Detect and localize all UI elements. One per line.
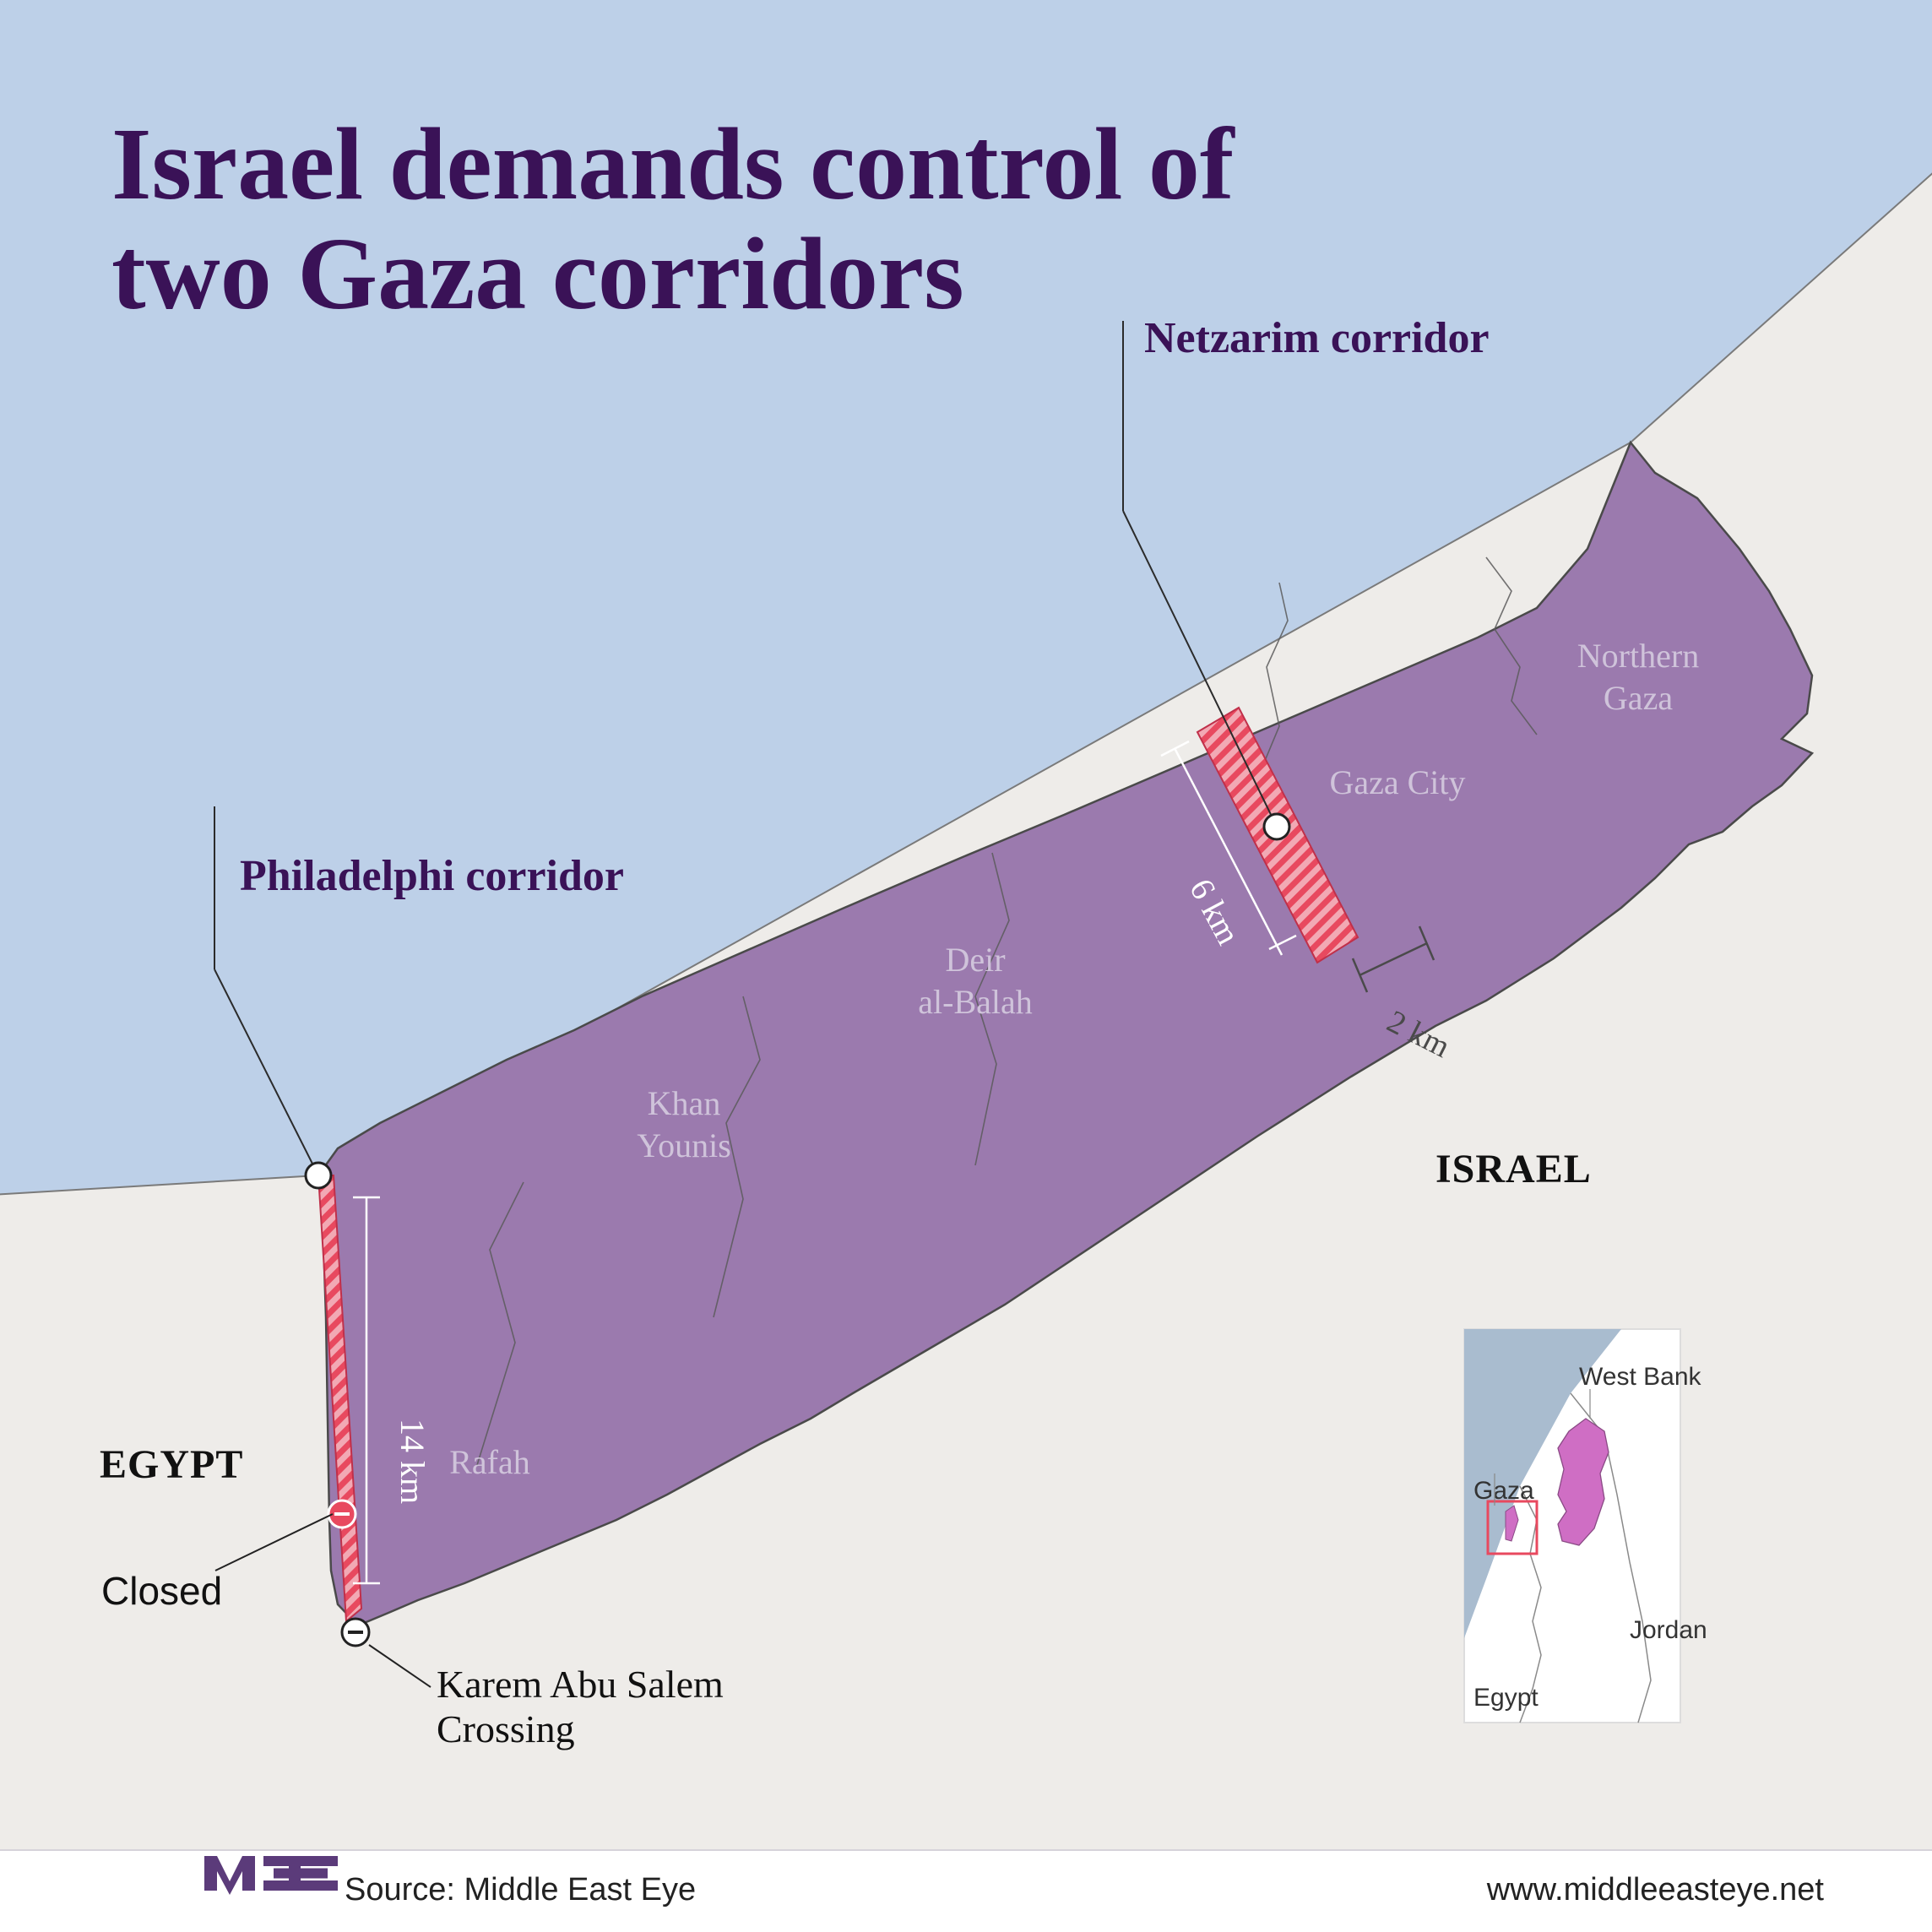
svg-text:Source: Middle East Eye: Source: Middle East Eye [345,1872,696,1908]
svg-text:Israel demands control of: Israel demands control of [111,107,1235,221]
svg-text:Gaza: Gaza [1604,679,1673,717]
svg-text:EGYPT: EGYPT [100,1442,243,1487]
svg-text:two Gaza corridors: two Gaza corridors [111,217,964,331]
svg-text:al-Balah: al-Balah [918,983,1033,1021]
svg-text:Khan: Khan [648,1084,721,1122]
svg-text:Gaza City: Gaza City [1329,763,1465,801]
svg-text:ISRAEL: ISRAEL [1435,1147,1592,1191]
svg-text:Deir: Deir [945,941,1005,979]
svg-text:Jordan: Jordan [1630,1616,1707,1644]
svg-text:Gaza: Gaza [1473,1477,1534,1505]
svg-text:Crossing: Crossing [437,1707,575,1750]
svg-text:Philadelphi corridor: Philadelphi corridor [240,852,624,900]
svg-text:Closed: Closed [101,1569,222,1613]
svg-text:West Bank: West Bank [1579,1363,1702,1391]
svg-text:Egypt: Egypt [1473,1684,1539,1712]
svg-text:Netzarim corridor: Netzarim corridor [1144,314,1490,362]
svg-text:www.middleeasteye.net: www.middleeasteye.net [1486,1872,1825,1908]
svg-text:Younis: Younis [637,1126,731,1164]
svg-text:Northern: Northern [1577,637,1699,675]
svg-text:Rafah: Rafah [449,1443,530,1481]
svg-text:Karem Abu Salem: Karem Abu Salem [437,1663,724,1706]
svg-text:14 km: 14 km [393,1419,431,1504]
